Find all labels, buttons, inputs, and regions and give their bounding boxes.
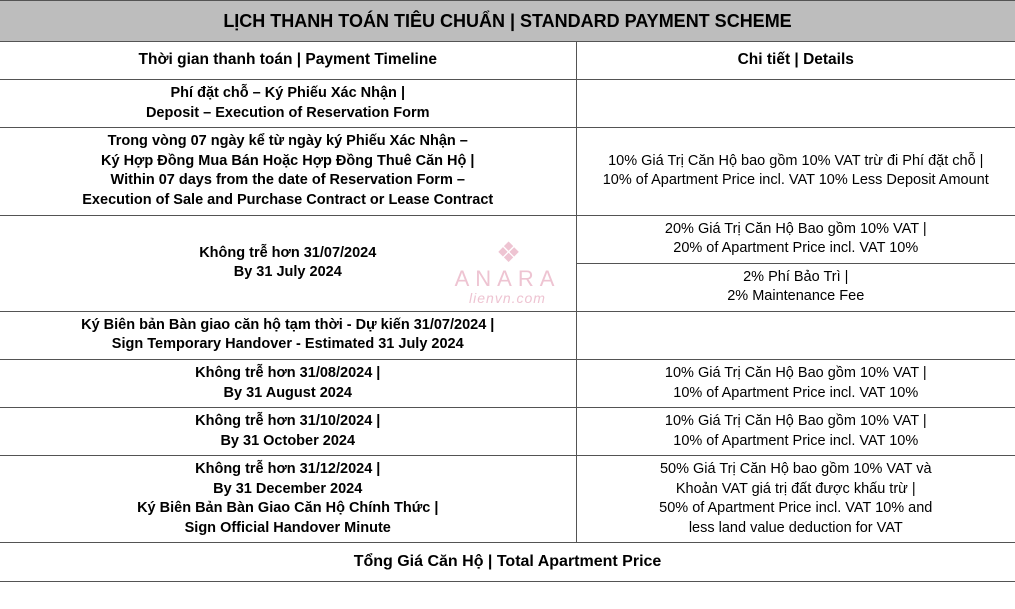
column-header-row: Thời gian thanh toán | Payment Timeline … bbox=[0, 42, 1015, 80]
timeline-cell: Không trễ hơn 31/12/2024 | By 31 Decembe… bbox=[0, 456, 576, 543]
payment-schedule-table: LỊCH THANH TOÁN TIÊU CHUẨN | STANDARD PA… bbox=[0, 0, 1015, 582]
table-row: Không trễ hơn 31/08/2024 | By 31 August … bbox=[0, 359, 1015, 407]
footer-total: Tổng Giá Căn Hộ | Total Apartment Price bbox=[0, 543, 1015, 582]
timeline-cell: Không trễ hơn 31/08/2024 | By 31 August … bbox=[0, 359, 576, 407]
table-row: Phí đặt chỗ – Ký Phiếu Xác Nhận | Deposi… bbox=[0, 80, 1015, 128]
details-cell: 20% Giá Trị Căn Hộ Bao gồm 10% VAT | 20%… bbox=[576, 215, 1015, 263]
table-body: LỊCH THANH TOÁN TIÊU CHUẨN | STANDARD PA… bbox=[0, 1, 1015, 582]
table-title: LỊCH THANH TOÁN TIÊU CHUẨN | STANDARD PA… bbox=[0, 1, 1015, 42]
col-header-timeline: Thời gian thanh toán | Payment Timeline bbox=[0, 42, 576, 80]
timeline-cell: Trong vòng 07 ngày kể từ ngày ký Phiếu X… bbox=[0, 128, 576, 215]
timeline-cell: Ký Biên bản Bàn giao căn hộ tạm thời - D… bbox=[0, 311, 576, 359]
timeline-cell: Phí đặt chỗ – Ký Phiếu Xác Nhận | Deposi… bbox=[0, 80, 576, 128]
timeline-cell: Không trễ hơn 31/10/2024 | By 31 October… bbox=[0, 408, 576, 456]
table-title-row: LỊCH THANH TOÁN TIÊU CHUẨN | STANDARD PA… bbox=[0, 1, 1015, 42]
details-cell: 10% Giá Trị Căn Hộ Bao gồm 10% VAT | 10%… bbox=[576, 408, 1015, 456]
footer-row: Tổng Giá Căn Hộ | Total Apartment Price bbox=[0, 543, 1015, 582]
details-cell: 10% Giá Trị Căn Hộ Bao gồm 10% VAT | 10%… bbox=[576, 359, 1015, 407]
table-row: Không trễ hơn 31/12/2024 | By 31 Decembe… bbox=[0, 456, 1015, 543]
timeline-cell: Không trễ hơn 31/07/2024 By 31 July 2024 bbox=[0, 215, 576, 311]
details-cell bbox=[576, 311, 1015, 359]
details-cell: 10% Giá Trị Căn Hộ bao gồm 10% VAT trừ đ… bbox=[576, 128, 1015, 215]
col-header-details: Chi tiết | Details bbox=[576, 42, 1015, 80]
details-cell bbox=[576, 80, 1015, 128]
table-row: Ký Biên bản Bàn giao căn hộ tạm thời - D… bbox=[0, 311, 1015, 359]
table-row: Không trễ hơn 31/07/2024 By 31 July 2024… bbox=[0, 215, 1015, 263]
details-cell: 2% Phí Bảo Trì | 2% Maintenance Fee bbox=[576, 263, 1015, 311]
table-row: Trong vòng 07 ngày kể từ ngày ký Phiếu X… bbox=[0, 128, 1015, 215]
table-row: Không trễ hơn 31/10/2024 | By 31 October… bbox=[0, 408, 1015, 456]
details-cell: 50% Giá Trị Căn Hộ bao gồm 10% VAT và Kh… bbox=[576, 456, 1015, 543]
